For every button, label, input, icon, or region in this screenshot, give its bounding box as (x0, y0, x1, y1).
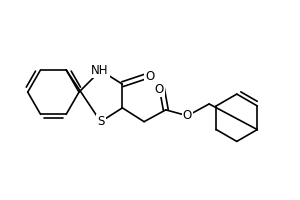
Text: O: O (183, 109, 192, 122)
Text: O: O (146, 70, 154, 83)
Text: O: O (154, 83, 164, 96)
Text: S: S (97, 115, 104, 128)
Text: NH: NH (91, 64, 109, 77)
